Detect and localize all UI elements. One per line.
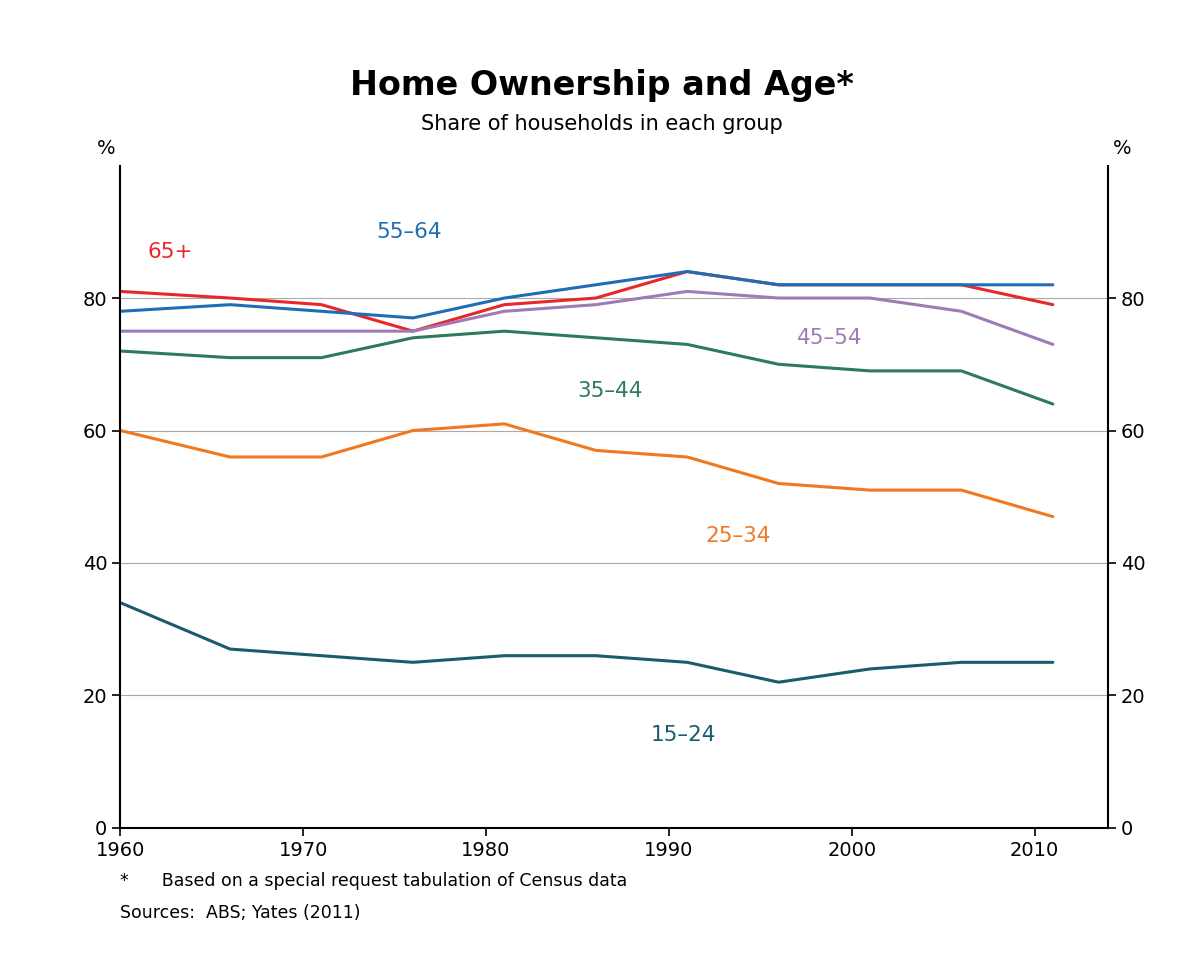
Text: Share of households in each group: Share of households in each group [421,114,783,134]
Text: 45–54: 45–54 [797,328,862,348]
Text: *      Based on a special request tabulation of Census data: * Based on a special request tabulation … [120,872,627,889]
Text: 55–64: 55–64 [377,222,442,242]
Text: 35–44: 35–44 [578,381,643,400]
Text: Sources:  ABS; Yates (2011): Sources: ABS; Yates (2011) [120,904,361,921]
Text: %: % [1112,138,1132,158]
Text: Home Ownership and Age*: Home Ownership and Age* [350,69,854,102]
Text: %: % [96,138,116,158]
Text: 65+: 65+ [148,242,194,262]
Text: 25–34: 25–34 [706,527,771,546]
Text: 15–24: 15–24 [650,726,716,745]
